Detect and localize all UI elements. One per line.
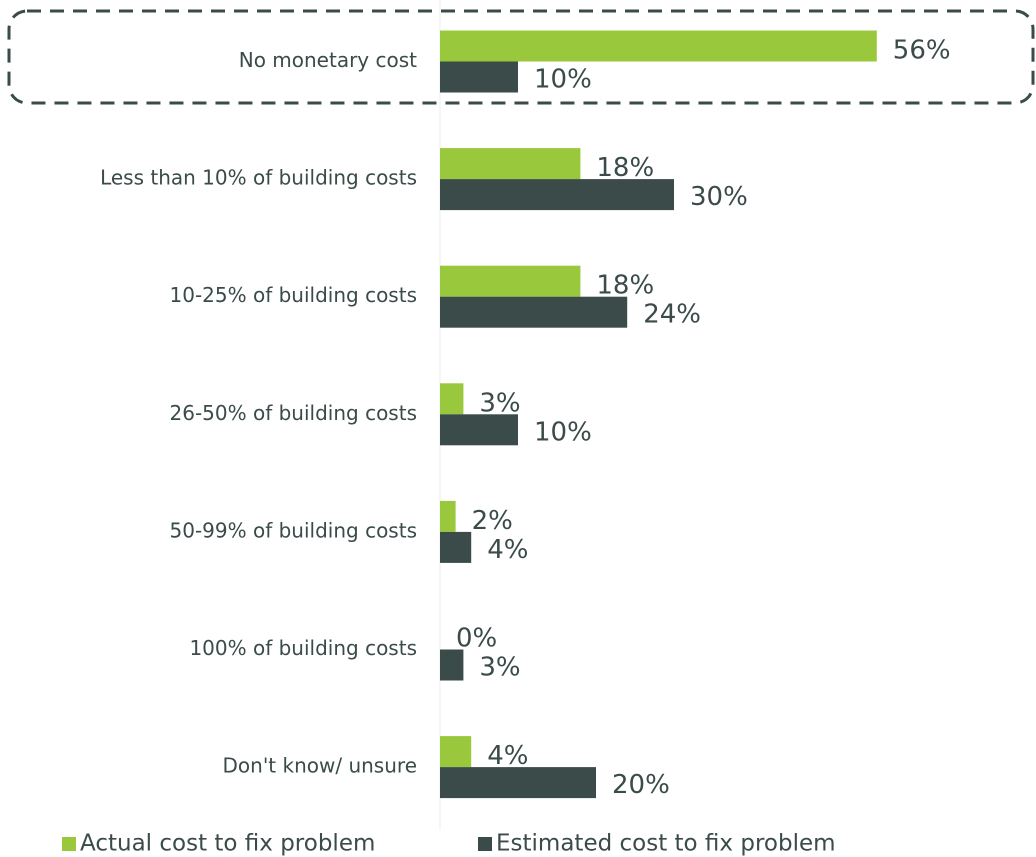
value-label: 3% — [479, 653, 520, 683]
category-label: 10-25% of building costs — [170, 283, 418, 307]
bar — [440, 649, 464, 681]
value-label: 10% — [534, 417, 592, 447]
value-label: 30% — [690, 182, 748, 212]
highlight-box — [7, 9, 1035, 105]
legend-label: Estimated cost to fix problem — [496, 831, 836, 857]
value-label: 18% — [596, 271, 654, 301]
value-label: 0% — [456, 624, 497, 654]
bar — [440, 500, 456, 532]
bar — [440, 61, 518, 93]
bar — [440, 767, 596, 799]
legend-label: Actual cost to fix problem — [80, 831, 375, 857]
value-label: 56% — [893, 36, 951, 66]
value-label: 3% — [479, 388, 520, 418]
bar — [440, 736, 472, 768]
category-label: 50-99% of building costs — [170, 518, 418, 542]
bar — [440, 30, 877, 62]
category-label: 100% of building costs — [189, 636, 417, 660]
value-label: 24% — [643, 300, 701, 330]
category-label: No monetary cost — [239, 48, 417, 72]
bar — [440, 414, 518, 446]
legend-swatch — [478, 837, 492, 851]
bar — [440, 265, 581, 297]
bar — [440, 383, 464, 415]
value-label: 10% — [534, 65, 592, 95]
category-label: Less than 10% of building costs — [100, 166, 417, 190]
category-label: Don't know/ unsure — [223, 754, 418, 778]
value-label: 2% — [472, 506, 513, 536]
value-label: 4% — [487, 741, 528, 771]
category-label: 26-50% of building costs — [170, 401, 418, 425]
bar — [440, 296, 628, 328]
value-label: 20% — [612, 770, 670, 800]
legend-swatch — [62, 837, 76, 851]
value-label: 18% — [596, 153, 654, 183]
bar — [440, 531, 472, 563]
bar — [440, 148, 581, 180]
value-label: 4% — [487, 535, 528, 565]
bar — [440, 179, 674, 211]
